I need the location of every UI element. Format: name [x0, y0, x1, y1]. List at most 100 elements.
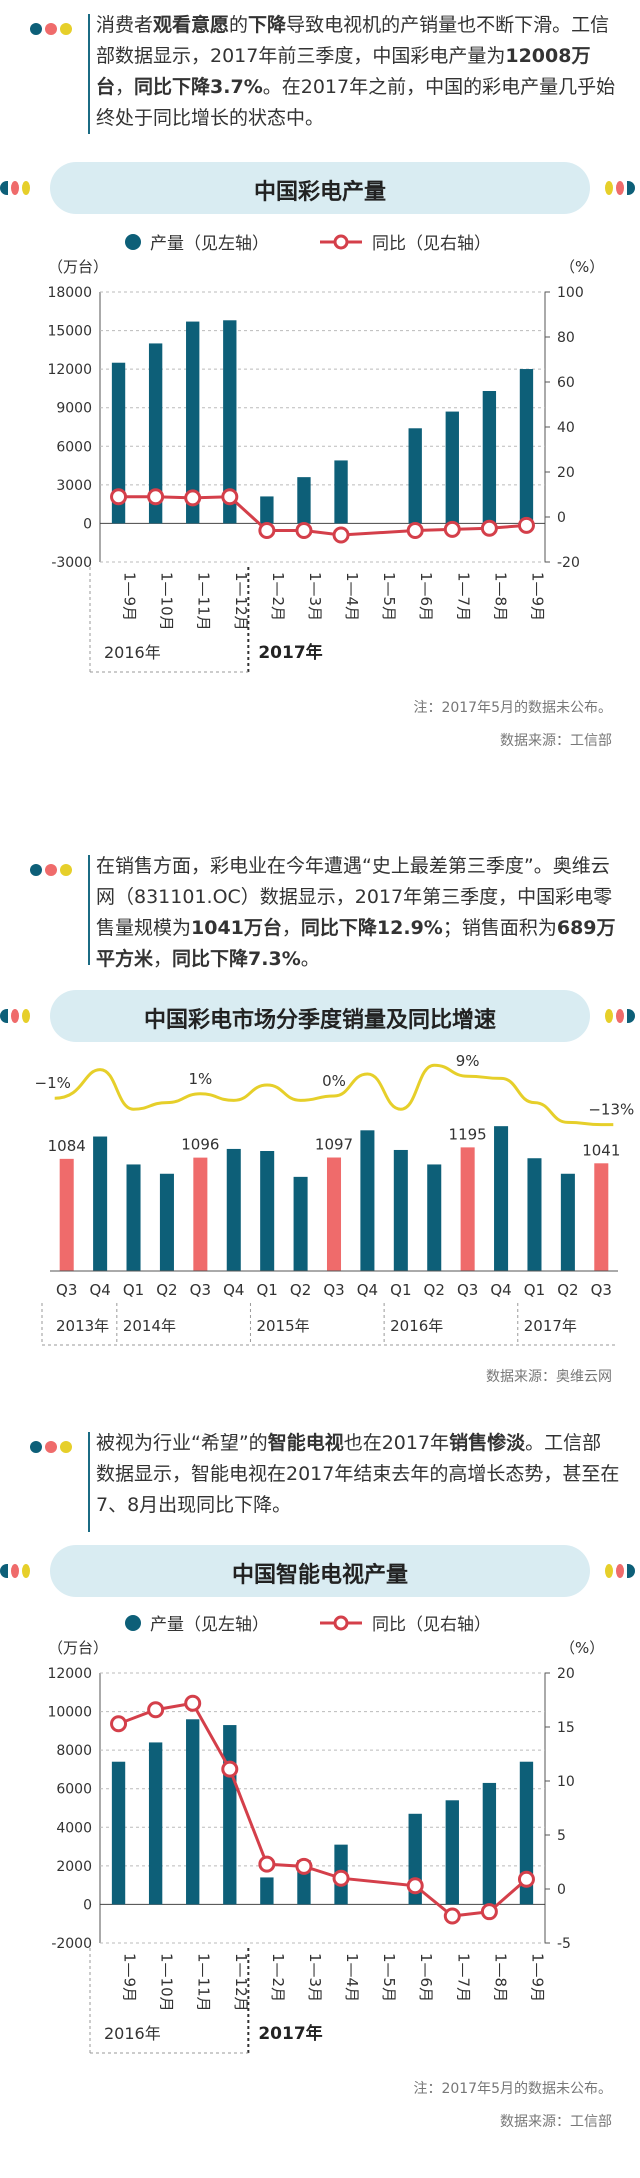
line-point [147, 488, 165, 506]
bar [223, 1725, 237, 1905]
bar [148, 343, 163, 524]
year-label: 2014年 [123, 1317, 176, 1335]
x-tick-label: 1—9月 [528, 1953, 546, 2002]
growth-label: −13% [588, 1101, 634, 1119]
y-tick-label: 6000 [56, 1782, 92, 1798]
body-text: 的 [229, 14, 249, 36]
y2-tick-label: 0 [557, 1882, 566, 1898]
year-label: 2015年 [256, 1317, 309, 1335]
bar [186, 1719, 200, 1905]
highlight-text: 同比下降7.3% [172, 948, 301, 970]
decorative-dots [30, 20, 75, 39]
highlight-text: 12008万台 [96, 45, 591, 98]
bar [293, 1176, 308, 1271]
intro-text-3: 被视为行业“希望”的智能电视也在2017年销售惨淡。工信部数据显示，智能电视在2… [96, 1428, 620, 1521]
line-point [221, 1760, 239, 1778]
y2-tick-label: 40 [557, 420, 575, 436]
legend-bar-swatch [125, 1615, 141, 1631]
bar [334, 460, 348, 524]
chart3-svg: 产量（见左轴） 同比（见右轴） （万台） （%） -2000 0 2000 4000 6000 8… [47, 1615, 612, 2130]
line-point [295, 522, 313, 539]
bar [527, 1158, 542, 1271]
series-line [118, 1701, 528, 1918]
decorative-dots [0, 1008, 33, 1027]
legend-line-marker [333, 1615, 349, 1631]
chart-source: 数据来源：工信部 [500, 733, 612, 749]
y2-tick-label: 15 [557, 1720, 575, 1736]
line-point [406, 522, 424, 539]
highlight-text: 689万平方米 [96, 917, 616, 970]
line-point [480, 519, 498, 537]
y-tick-label: 6000 [56, 439, 92, 455]
growth-label: 1% [188, 1070, 212, 1088]
legend-line-label: 同比（见右轴） [372, 1615, 491, 1635]
bar [482, 1782, 497, 1905]
bar-value-label: 1041 [582, 1141, 620, 1159]
intro-text-2: 在销售方面，彩电业在今年遭遇“史上最差第三季度”。奥维云网（831101.OC）… [96, 851, 620, 975]
body-text: 也在2017年 [343, 1432, 450, 1454]
x-tick-label: 1—7月 [454, 572, 472, 621]
body-text: ， [115, 76, 135, 98]
line-point [332, 526, 350, 544]
line-point [517, 1870, 535, 1888]
y-tick-label: 15000 [47, 324, 92, 340]
chart3-banner: 中国智能电视产量 [50, 1545, 590, 1597]
body-text: 消费者 [96, 14, 154, 36]
y2-tick-label: 100 [557, 285, 584, 301]
x-tick-label: 1—12月 [232, 572, 250, 631]
highlight-text: 观看意愿 [153, 14, 230, 36]
intro-paragraph-1: 消费者观看意愿的下降导致电视机的产销量也不断下滑。工信部数据显示，2017年前三… [30, 14, 620, 134]
x-tick-label: 1—2月 [269, 1953, 287, 2002]
bar [111, 362, 126, 524]
line-point [443, 1907, 461, 1925]
x-tick-label: Q2 [156, 1281, 177, 1299]
line-point [110, 488, 128, 506]
decorative-dots [605, 1008, 638, 1027]
decorative-dots [30, 1438, 75, 1457]
bar [193, 1157, 208, 1271]
y-tick-label: -3000 [51, 555, 92, 571]
x-tick-label: Q1 [524, 1281, 545, 1299]
line-point [258, 1855, 276, 1873]
chart3-section: 中国智能电视产量 产量（见左轴） 同比（见右轴） （万台） （%） -2000 0 2000… [0, 1545, 640, 2178]
growth-label: −1% [35, 1074, 71, 1092]
y2-tick-label: -20 [557, 555, 580, 571]
y-tick-label: 12000 [47, 362, 92, 378]
body-text: 在销售方面，彩电业在今年遭遇“史上最差第三季度”。奥维云网（831101.OC）… [96, 855, 613, 939]
line-point [184, 489, 202, 507]
bar [445, 411, 459, 524]
x-tick-label: Q4 [490, 1281, 511, 1299]
bar [223, 320, 237, 524]
y2-tick-label: 0 [557, 510, 566, 526]
right-axis-unit: （%） [560, 258, 604, 276]
year-label: 2016年 [390, 1317, 443, 1335]
bar [260, 1877, 274, 1905]
chart-source: 数据来源：奥维云网 [486, 1368, 612, 1385]
x-tick-label: 1—10月 [158, 572, 176, 631]
body-text: 。 [300, 948, 320, 970]
growth-label: 9% [456, 1052, 480, 1070]
x-tick-label: Q1 [123, 1281, 144, 1299]
x-tick-label: 1—9月 [121, 572, 139, 621]
line-point [480, 1903, 498, 1921]
legend-line-marker [333, 234, 349, 250]
line-point [406, 1877, 424, 1895]
x-tick-label: Q3 [457, 1281, 478, 1299]
y-tick-label: 4000 [56, 1820, 92, 1836]
decorative-dots [0, 180, 33, 199]
intro-text-1: 消费者观看意愿的下降导致电视机的产销量也不断下滑。工信部数据显示，2017年前三… [96, 10, 620, 134]
x-tick-label: 1—6月 [417, 1953, 435, 2002]
y2-tick-label: 10 [557, 1774, 575, 1790]
y-tick-label: 12000 [47, 1666, 92, 1682]
y-tick-label: 2000 [56, 1859, 92, 1875]
x-tick-label: 1—9月 [528, 572, 546, 621]
intro-paragraph-3: 被视为行业“希望”的智能电视也在2017年销售惨淡。工信部数据显示，智能电视在2… [30, 1432, 620, 1532]
body-text: 导致电视机的产销量也不断下滑。工信部数据显示，2017年前三季度，中国彩电产量为 [96, 14, 610, 67]
y-tick-label: 8000 [56, 1743, 92, 1759]
right-axis-unit: （%） [560, 1639, 604, 1657]
line-point [517, 516, 535, 534]
body-text: 。工信部数据显示，智能电视在2017年结束去年的高增长态势，甚至在7、8月出现同… [96, 1432, 620, 1516]
x-tick-label: 1—8月 [491, 1953, 509, 2002]
y-tick-label: 3000 [56, 478, 92, 494]
intro-paragraph-2: 在销售方面，彩电业在今年遭遇“史上最差第三季度”。奥维云网（831101.OC）… [30, 855, 620, 970]
